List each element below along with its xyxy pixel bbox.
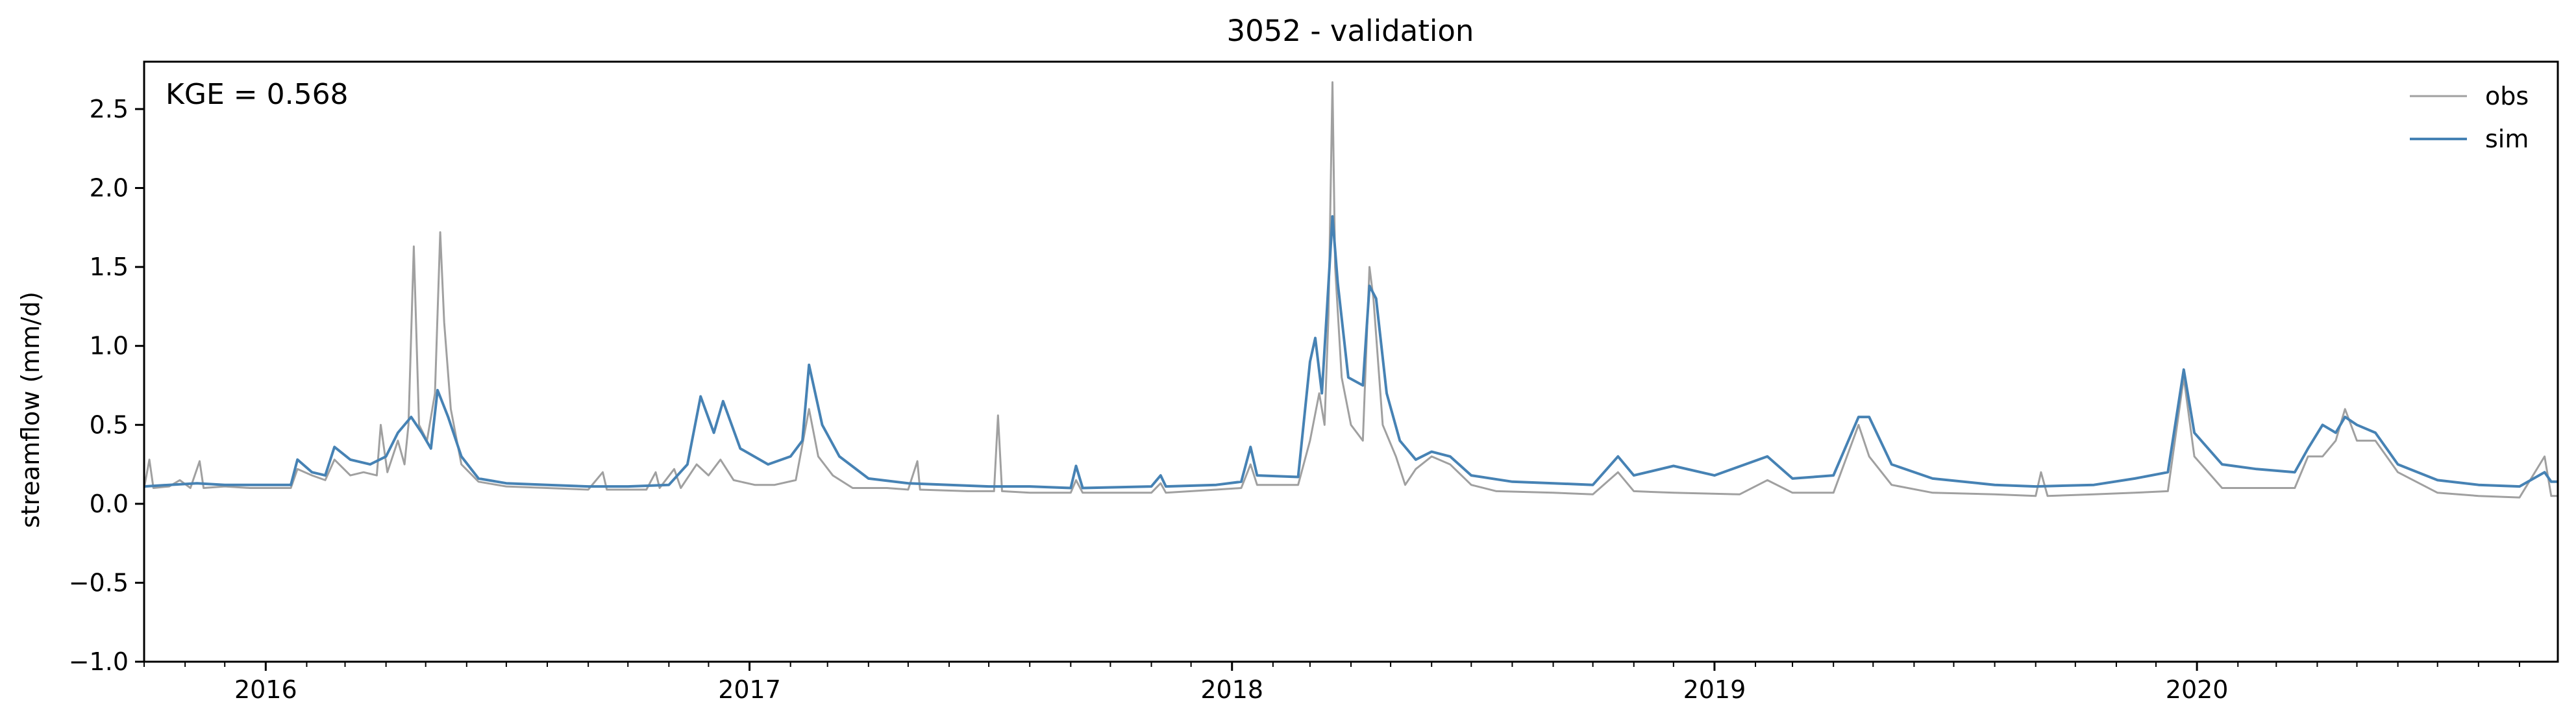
series-line-sim (144, 215, 2558, 490)
y-tick-label: 0.0 (90, 490, 129, 518)
legend-label-sim: sim (2485, 125, 2529, 153)
y-tick-label: 1.0 (90, 332, 129, 360)
y-tick-label: 2.5 (90, 95, 129, 123)
series-layer (144, 81, 2558, 499)
x-tick-label: 2016 (234, 675, 297, 704)
x-tick-label: 2019 (1683, 675, 1746, 704)
y-axis-label: streamflow (mm/d) (16, 292, 45, 528)
y-tick-label: 2.0 (90, 174, 129, 203)
plot-frame (143, 60, 2559, 663)
chart-title: 3052 - validation (1227, 14, 1474, 48)
x-tick-label: 2018 (1200, 675, 1263, 704)
y-tick-label: 1.5 (90, 253, 129, 281)
kge-annotation: KGE = 0.568 (166, 78, 349, 111)
x-axis: 2016 2017 2018 2019 2020 (143, 662, 2520, 704)
x-tick-label: 2020 (2166, 675, 2229, 704)
y-tick-label: −1.0 (69, 647, 129, 676)
legend-label-obs: obs (2485, 82, 2529, 110)
y-tick-label: −0.5 (69, 568, 129, 597)
y-axis: −1.0 −0.5 0.0 0.5 1.0 1.5 2.0 2.5 (69, 95, 144, 676)
y-tick-label: 0.5 (90, 410, 129, 439)
legend: obs sim (2410, 82, 2529, 153)
x-tick-label: 2017 (718, 675, 781, 704)
series-line-obs (144, 81, 2558, 499)
